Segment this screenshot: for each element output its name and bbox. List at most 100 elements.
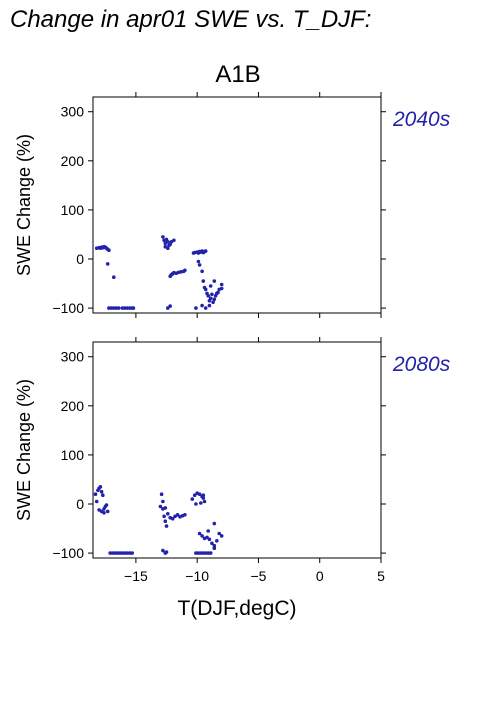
data-point [164, 524, 169, 528]
data-point [102, 511, 106, 515]
data-point [159, 492, 164, 497]
data-point [172, 238, 176, 243]
data-point [166, 246, 170, 250]
y-axis-label: SWE Change (%) [14, 134, 34, 276]
data-point [200, 303, 204, 308]
data-point [190, 497, 195, 501]
data-point [201, 496, 206, 500]
data-point [125, 551, 130, 555]
data-point [208, 284, 213, 288]
data-point [130, 551, 134, 555]
data-point [202, 499, 207, 504]
y-tick-label: −100 [52, 300, 84, 316]
data-point [215, 539, 219, 543]
data-point [206, 529, 210, 533]
y-tick-label: 200 [61, 153, 85, 169]
data-point [175, 513, 180, 517]
data-point [99, 489, 104, 494]
data-point [212, 546, 217, 550]
y-tick-label: 0 [76, 496, 84, 512]
data-point [166, 240, 170, 244]
data-point [206, 551, 210, 555]
data-point [110, 551, 115, 555]
data-point [158, 504, 163, 509]
data-point [94, 499, 99, 504]
y-tick-label: 100 [61, 202, 85, 218]
y-tick-label: −100 [52, 545, 84, 561]
x-tick-label: −10 [185, 568, 209, 584]
data-point [212, 521, 217, 526]
data-point [203, 306, 208, 310]
data-point [212, 297, 217, 302]
x-axis-label: T(DJF,degC) [177, 597, 296, 620]
y-tick-label: 300 [61, 104, 85, 120]
data-point [120, 306, 125, 310]
data-point [196, 259, 201, 264]
data-point [104, 503, 109, 507]
data-point [120, 551, 125, 555]
data-point [200, 534, 204, 538]
scenario-label: A1B [215, 61, 260, 88]
data-point [194, 551, 198, 555]
data-point [208, 551, 213, 555]
data-point [211, 300, 215, 305]
data-point [206, 294, 210, 298]
data-point [203, 249, 208, 253]
data-point [98, 485, 103, 489]
data-point [168, 304, 172, 308]
data-point [192, 493, 197, 498]
data-point [210, 541, 214, 546]
data-point [201, 493, 206, 498]
data-point [101, 493, 105, 498]
data-point [219, 282, 224, 287]
figure-title: Change in apr01 SWE vs. T_DJF: [10, 6, 372, 33]
data-point [161, 548, 165, 553]
data-point [170, 516, 175, 521]
data-point [162, 514, 166, 519]
data-point [161, 235, 165, 239]
data-point [219, 286, 224, 291]
plot-frame [92, 341, 382, 559]
data-point [163, 519, 168, 523]
data-point [203, 287, 208, 292]
data-point [203, 551, 208, 555]
data-point [207, 537, 212, 542]
data-point [166, 306, 170, 310]
data-point [212, 279, 217, 283]
y-tick-label: 0 [76, 251, 84, 267]
data-point [201, 279, 206, 283]
data-point [197, 492, 202, 497]
data-point [115, 551, 120, 555]
panel-2040s: −100 0 100 200 300 SWE Change (%) 2040s [14, 92, 451, 318]
y-tick-label: 300 [61, 349, 85, 365]
data-point [116, 306, 121, 310]
data-point [125, 306, 130, 310]
plot-frame [92, 96, 382, 314]
data-point [194, 502, 198, 506]
x-tick-label: 5 [377, 568, 385, 584]
data-point [208, 296, 213, 301]
data-point [210, 292, 214, 297]
data-point [105, 262, 110, 266]
data-point [164, 550, 169, 554]
data-point [131, 306, 136, 310]
data-point [217, 531, 221, 536]
data-point [105, 509, 110, 514]
data-point [107, 248, 111, 252]
data-point [107, 306, 111, 310]
data-point [199, 501, 203, 505]
panel-2080s: −100 0 100 200 300 −15 −10 −5 0 5 SWE Change (%) 20… [14, 337, 451, 620]
panel-label: 2040s [392, 108, 451, 131]
data-point [219, 534, 224, 538]
data-point [163, 506, 168, 510]
data-point [197, 531, 202, 536]
data-point [216, 290, 220, 295]
data-point [197, 263, 202, 267]
data-point [194, 306, 198, 310]
x-tick-label: −5 [250, 568, 266, 584]
x-tick-label: −15 [124, 568, 148, 584]
data-point [199, 551, 203, 555]
panel-label: 2080s [392, 353, 451, 376]
y-tick-label: 200 [61, 398, 85, 414]
